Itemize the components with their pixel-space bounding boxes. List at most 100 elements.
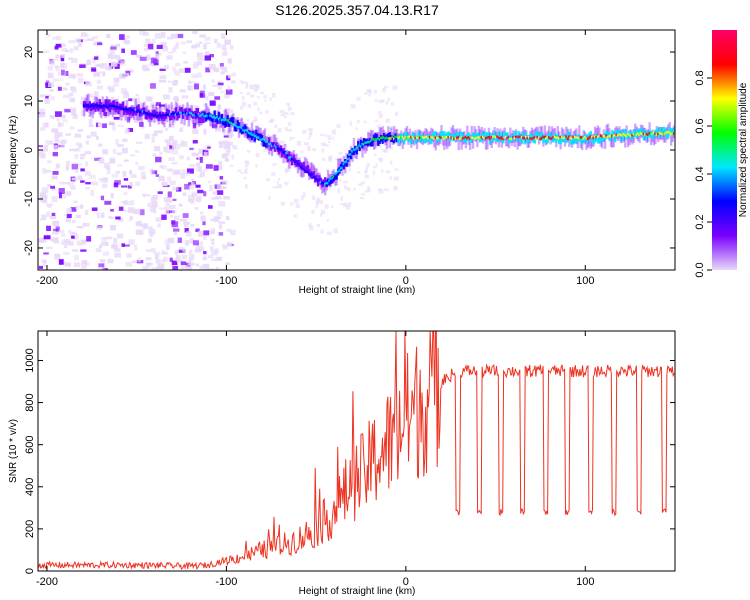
spectrogram-ridge-cell (589, 135, 592, 138)
spectrogram-ridge-cell (395, 135, 399, 143)
spectrogram-ridge-cell (661, 132, 664, 136)
spectrogram-noise-cell (196, 61, 202, 66)
spectrogram-ridge-cell (566, 131, 570, 139)
spectrogram-ridge-cell (217, 117, 221, 121)
colorbar-label: Normalized spectral amplitude (738, 82, 749, 217)
spectrogram-noise-cell (95, 71, 102, 74)
spectrogram-noise-cell (167, 148, 174, 151)
spectrogram-ridge-cell (150, 113, 153, 121)
spectrogram-ridge-cell (494, 136, 498, 139)
spectrogram-ridge-cell (489, 137, 492, 145)
spectrogram-ridge-cell (174, 107, 178, 115)
spectrogram-noise-cell (51, 196, 58, 203)
spectrogram-ridge-cell (262, 137, 265, 141)
spectrogram-noise-cell (137, 257, 142, 263)
spectrogram-noise-cell (207, 146, 211, 149)
spectrogram-ridge-cell (349, 153, 353, 156)
spectrogram-y-tick-label: 0 (23, 147, 35, 153)
spectrogram-ridge-cell (250, 133, 254, 141)
spectrogram-ridge-cell (560, 135, 564, 143)
spectrogram-noise-cell (225, 150, 230, 157)
spectrogram-noise-cell (163, 251, 169, 255)
spectrogram-noise-cell (148, 226, 153, 231)
spectrogram-noise-cell (284, 126, 288, 131)
spectrogram-ridge-cell (335, 171, 338, 175)
spectrogram-noise-cell (53, 240, 60, 244)
spectrogram-noise-cell (153, 130, 158, 137)
spectrogram-ridge-cell (556, 136, 559, 140)
spectrogram-noise-cell (180, 265, 188, 270)
spectrogram-noise-cell (244, 169, 248, 174)
spectrogram-ridge-cell (268, 143, 271, 146)
spectrogram-ridge-cell (130, 109, 133, 112)
spectrogram-ridge-cell (434, 136, 437, 139)
spectrogram-noise-cell (357, 183, 363, 186)
spectrogram-ridge-cell (305, 166, 308, 174)
spectrogram-ridge-cell (302, 161, 305, 169)
spectrogram-noise-cell (194, 83, 200, 90)
spectrogram-ridge-cell (657, 132, 660, 136)
spectrogram-noise-cell (168, 87, 173, 93)
spectrogram-ridge-cell (450, 136, 453, 139)
spectrogram-ridge-cell (362, 138, 366, 145)
spectrogram-ridge-cell (120, 107, 123, 121)
spectrogram-ridge-cell (464, 135, 468, 139)
spectrogram-ridge-cell (628, 133, 631, 136)
spectrogram-noise-cell (383, 188, 389, 191)
spectrogram-ridge-cell (460, 131, 463, 139)
colorbar-tick-label: 0.0 (694, 262, 706, 277)
spectrogram-noise-cell (239, 92, 244, 95)
spectrogram-ridge-cell (282, 150, 285, 164)
spectrogram-ridge-cell (430, 127, 433, 141)
spectrogram-noise-cell (46, 246, 53, 249)
spectrogram-ridge-cell (470, 125, 473, 139)
spectrogram-ridge-cell (423, 136, 426, 144)
spectrogram-ridge-cell (486, 136, 489, 139)
spectrogram-noise-cell (173, 228, 180, 232)
spectrogram-ridge-cell (124, 107, 127, 111)
spectrogram-noise-cell (227, 58, 232, 64)
spectrogram-noise-cell (302, 192, 306, 197)
spectrogram-noise-cell (312, 147, 317, 152)
spectrogram-ridge-cell (622, 134, 626, 141)
spectrogram-noise-cell (157, 263, 165, 269)
spectrogram-noise-cell (319, 199, 324, 205)
spectrogram-noise-cell (75, 205, 79, 209)
spectrogram-ridge-cell (578, 125, 581, 139)
spectrogram-noise-cell (155, 51, 159, 57)
spectrogram-ridge-cell (351, 150, 354, 153)
spectrogram-ridge-cell (312, 175, 315, 179)
spectrogram-ridge-cell (161, 114, 165, 117)
spectrogram-ridge-cell (170, 112, 173, 116)
spectrogram-ridge-cell (148, 114, 152, 117)
spectrogram-ridge-cell (474, 137, 478, 140)
spectrogram-noise-cell (216, 210, 223, 217)
spectrogram-noise-cell (166, 36, 173, 40)
spectrogram-noise-cell (340, 196, 343, 201)
spectrogram-noise-cell (289, 107, 293, 111)
spectrogram-noise-cell (320, 229, 324, 234)
spectrogram-noise-cell (99, 259, 106, 263)
spectrogram-noise-cell (214, 96, 221, 100)
spectrogram-noise-cell (151, 267, 158, 270)
spectrogram-ridge-cell (612, 131, 615, 139)
spectrogram-ridge-cell (249, 132, 252, 135)
spectrogram-noise-cell (278, 140, 284, 144)
spectrogram-ridge-cell (629, 134, 633, 138)
spectrogram-ridge-cell (196, 111, 199, 125)
spectrogram-noise-cell (115, 170, 120, 174)
spectrogram-ridge-cell (335, 172, 338, 180)
spectrogram-noise-cell (119, 34, 125, 40)
spectrogram-noise-cell (135, 161, 139, 166)
spectrogram-noise-cell (372, 166, 377, 169)
spectrogram-noise-cell (43, 260, 47, 267)
spectrogram-ridge-cell (466, 125, 469, 139)
spectrogram-noise-cell (61, 69, 65, 76)
spectrogram-ridge-cell (443, 137, 446, 150)
spectrogram-noise-cell (218, 221, 226, 224)
spectrogram-ridge-cell (263, 139, 267, 147)
spectrogram-ridge-cell (210, 114, 214, 122)
spectrogram-ridge-cell (357, 141, 360, 148)
spectrogram-noise-cell (121, 147, 128, 154)
